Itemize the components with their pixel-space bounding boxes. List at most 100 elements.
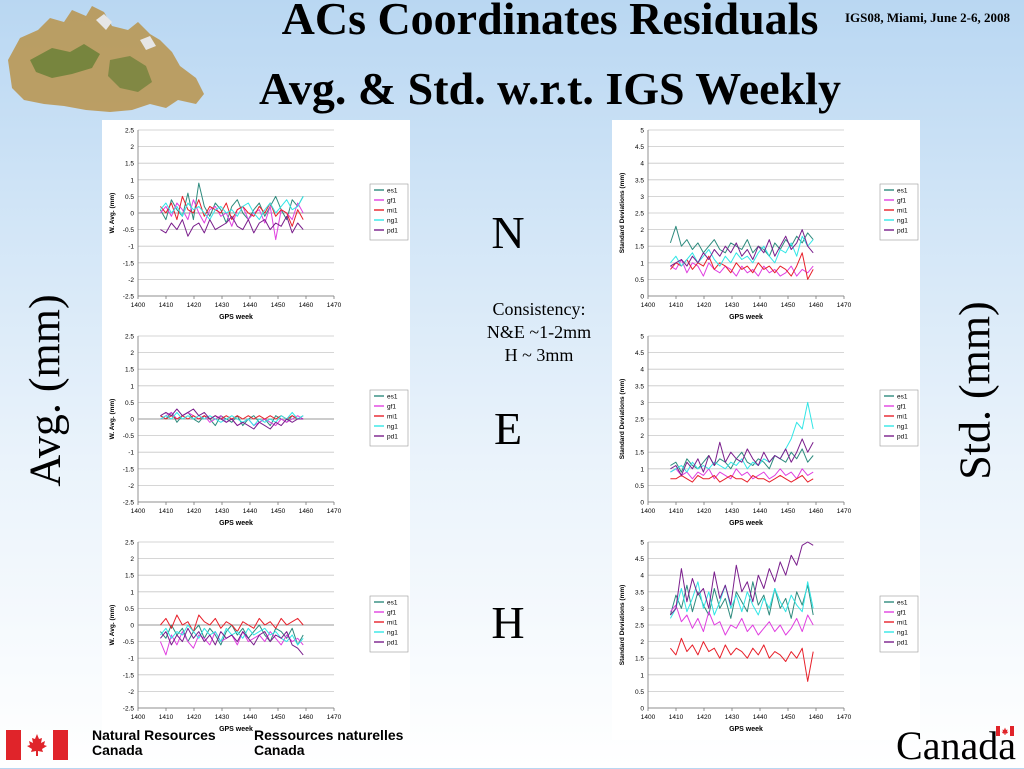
avg-h-series-mi1 bbox=[160, 614, 304, 633]
footer-department: Natural Resources Canada Ressources natu… bbox=[6, 728, 426, 764]
std-n-ytick-label: 0 bbox=[640, 294, 644, 301]
std-e-ylabel: Standard Deviations (mm) bbox=[619, 379, 626, 460]
avg-h-ytick-label: 0.5 bbox=[125, 606, 134, 613]
std-n-ytick-label: 1.5 bbox=[635, 244, 644, 251]
consistency-line1: Consistency: bbox=[492, 299, 586, 319]
std-n-xtick-label: 1440 bbox=[753, 302, 768, 309]
std-h-ytick-label: 3 bbox=[640, 606, 644, 613]
avg-h-ytick-label: 1 bbox=[130, 589, 134, 596]
avg-e-ytick-label: 1.5 bbox=[125, 367, 134, 374]
avg-h-svg: -2.5 -2 -1.5 -1 -0.5 0 0.5 1 1.5 2 2.5 1400 1410 1420… bbox=[109, 540, 409, 733]
chart-std-h: 0 0.5 1 1.5 2 2.5 3 3.5 4 4.5 5 1400 1410 1420 1430 144… bbox=[612, 532, 920, 740]
avg-e-legend-label: mi1 bbox=[387, 414, 398, 421]
std-h-legend-label: mi1 bbox=[897, 620, 908, 627]
std-n-legend-label: mi1 bbox=[897, 208, 908, 215]
avg-n-legend-label: pd1 bbox=[387, 228, 398, 235]
std-h-ytick-label: 0 bbox=[640, 706, 644, 713]
avg-e-xtick-label: 1470 bbox=[327, 508, 342, 515]
std-e-legend-label: mi1 bbox=[897, 414, 908, 421]
std-n-xtick-label: 1430 bbox=[725, 302, 740, 309]
std-h-legend-label: pd1 bbox=[897, 640, 908, 647]
avg-h-xtick-label: 1440 bbox=[243, 714, 258, 721]
std-h-xtick-label: 1400 bbox=[641, 714, 656, 721]
std-n-series-ng1 bbox=[670, 235, 814, 267]
std-h-legend-label: gf1 bbox=[897, 610, 906, 617]
avg-h-series-pd1 bbox=[160, 627, 304, 656]
department-name-fr-line1: Ressources naturelles bbox=[254, 727, 404, 743]
chart-avg-h: -2.5 -2 -1.5 -1 -0.5 0 0.5 1 1.5 2 2.5 1400 1410 1420… bbox=[102, 532, 410, 740]
avg-n-ytick-label: 2.5 bbox=[125, 128, 134, 135]
std-e-xtick-label: 1400 bbox=[641, 508, 656, 515]
std-e-legend-label: es1 bbox=[897, 394, 908, 401]
avg-n-xtick-label: 1420 bbox=[187, 302, 202, 309]
avg-n-xtick-label: 1410 bbox=[159, 302, 174, 309]
avg-h-ytick-label: -0.5 bbox=[123, 639, 135, 646]
std-n-ytick-label: 3.5 bbox=[635, 177, 644, 184]
avg-e-xtick-label: 1410 bbox=[159, 508, 174, 515]
avg-n-ytick-label: 1.5 bbox=[125, 161, 134, 168]
avg-n-xtick-label: 1470 bbox=[327, 302, 342, 309]
avg-h-legend-label: ng1 bbox=[387, 630, 398, 637]
avg-e-ytick-label: -0.5 bbox=[123, 433, 135, 440]
avg-e-ytick-label: -2 bbox=[128, 483, 134, 490]
avg-n-series-es1 bbox=[159, 182, 304, 224]
slide-title-line1: ACs Coordinates Residuals bbox=[281, 0, 819, 44]
avg-n-ytick-label: 1 bbox=[130, 177, 134, 184]
std-n-xtick-label: 1450 bbox=[781, 302, 796, 309]
std-e-ytick-label: 1.5 bbox=[635, 450, 644, 457]
avg-n-ytick-label: 2 bbox=[130, 144, 134, 151]
std-h-ytick-label: 5 bbox=[640, 540, 644, 547]
std-e-ytick-label: 4.5 bbox=[635, 350, 644, 357]
avg-h-ytick-label: 2 bbox=[130, 556, 134, 563]
avg-n-xtick-label: 1400 bbox=[131, 302, 146, 309]
avg-n-ytick-label: -0.5 bbox=[123, 227, 135, 234]
std-h-ytick-label: 3.5 bbox=[635, 589, 644, 596]
avg-e-ylabel: W. Avg. (mm) bbox=[109, 399, 116, 440]
std-h-legend-label: es1 bbox=[897, 600, 908, 607]
std-n-series-es1 bbox=[669, 225, 814, 257]
chart-avg-n: -2.5 -2 -1.5 -1 -0.5 0 0.5 1 1.5 2 2.5 1400 1410 1420… bbox=[102, 120, 410, 328]
std-e-ytick-label: 2 bbox=[640, 433, 644, 440]
std-n-ytick-label: 4.5 bbox=[635, 144, 644, 151]
std-n-xtick-label: 1460 bbox=[809, 302, 824, 309]
avg-h-xlabel: GPS week bbox=[219, 726, 253, 733]
avg-n-legend-label: gf1 bbox=[387, 198, 396, 205]
std-n-xtick-label: 1410 bbox=[669, 302, 684, 309]
std-h-ytick-label: 2 bbox=[640, 639, 644, 646]
std-h-legend-label: ng1 bbox=[897, 630, 908, 637]
slide-title-line2: Avg. & Std. w.r.t. IGS Weekly bbox=[259, 63, 841, 114]
std-n-svg: 0 0.5 1 1.5 2 2.5 3 3.5 4 4.5 5 1400 1410 1420 1430 144… bbox=[619, 128, 919, 321]
avg-n-ytick-label: -1.5 bbox=[123, 260, 135, 267]
std-n-xlabel: GPS week bbox=[729, 314, 763, 321]
avg-e-xtick-label: 1450 bbox=[271, 508, 286, 515]
std-h-xtick-label: 1440 bbox=[753, 714, 768, 721]
avg-h-xtick-label: 1400 bbox=[131, 714, 146, 721]
avg-n-xtick-label: 1450 bbox=[271, 302, 286, 309]
std-n-xtick-label: 1400 bbox=[641, 302, 656, 309]
avg-e-series-ng1 bbox=[160, 411, 304, 427]
std-h-ytick-label: 2.5 bbox=[635, 623, 644, 630]
std-e-xtick-label: 1470 bbox=[837, 508, 852, 515]
std-h-ytick-label: 1 bbox=[640, 672, 644, 679]
std-n-xtick-label: 1470 bbox=[837, 302, 852, 309]
avg-h-legend-label: es1 bbox=[387, 600, 398, 607]
avg-n-xtick-label: 1460 bbox=[299, 302, 314, 309]
std-h-ylabel: Standard Deviations (mm) bbox=[619, 585, 626, 666]
canada-flag-icon bbox=[6, 730, 68, 760]
std-h-ytick-label: 0.5 bbox=[635, 689, 644, 696]
std-h-xlabel: GPS week bbox=[729, 726, 763, 733]
std-h-series-pd1 bbox=[670, 541, 814, 616]
std-h-xtick-label: 1410 bbox=[669, 714, 684, 721]
std-n-series-pd1 bbox=[670, 229, 814, 267]
std-n-ytick-label: 2.5 bbox=[635, 211, 644, 218]
avg-h-legend-label: gf1 bbox=[387, 610, 396, 617]
avg-n-svg: -2.5 -2 -1.5 -1 -0.5 0 0.5 1 1.5 2 2.5 1400 1410 1420… bbox=[109, 128, 409, 321]
chart-std-e: 0 0.5 1 1.5 2 2.5 3 3.5 4 4.5 5 1400 1410 1420 1430 144… bbox=[612, 326, 920, 534]
std-axis-side-label: Std. (mm) bbox=[950, 301, 1000, 480]
avg-h-xtick-label: 1420 bbox=[187, 714, 202, 721]
avg-h-xtick-label: 1470 bbox=[327, 714, 342, 721]
avg-e-svg: -2.5 -2 -1.5 -1 -0.5 0 0.5 1 1.5 2 2.5 1400 1410 1420… bbox=[109, 334, 409, 527]
avg-h-xtick-label: 1460 bbox=[299, 714, 314, 721]
avg-h-legend-label: pd1 bbox=[387, 640, 398, 647]
avg-h-xtick-label: 1430 bbox=[215, 714, 230, 721]
